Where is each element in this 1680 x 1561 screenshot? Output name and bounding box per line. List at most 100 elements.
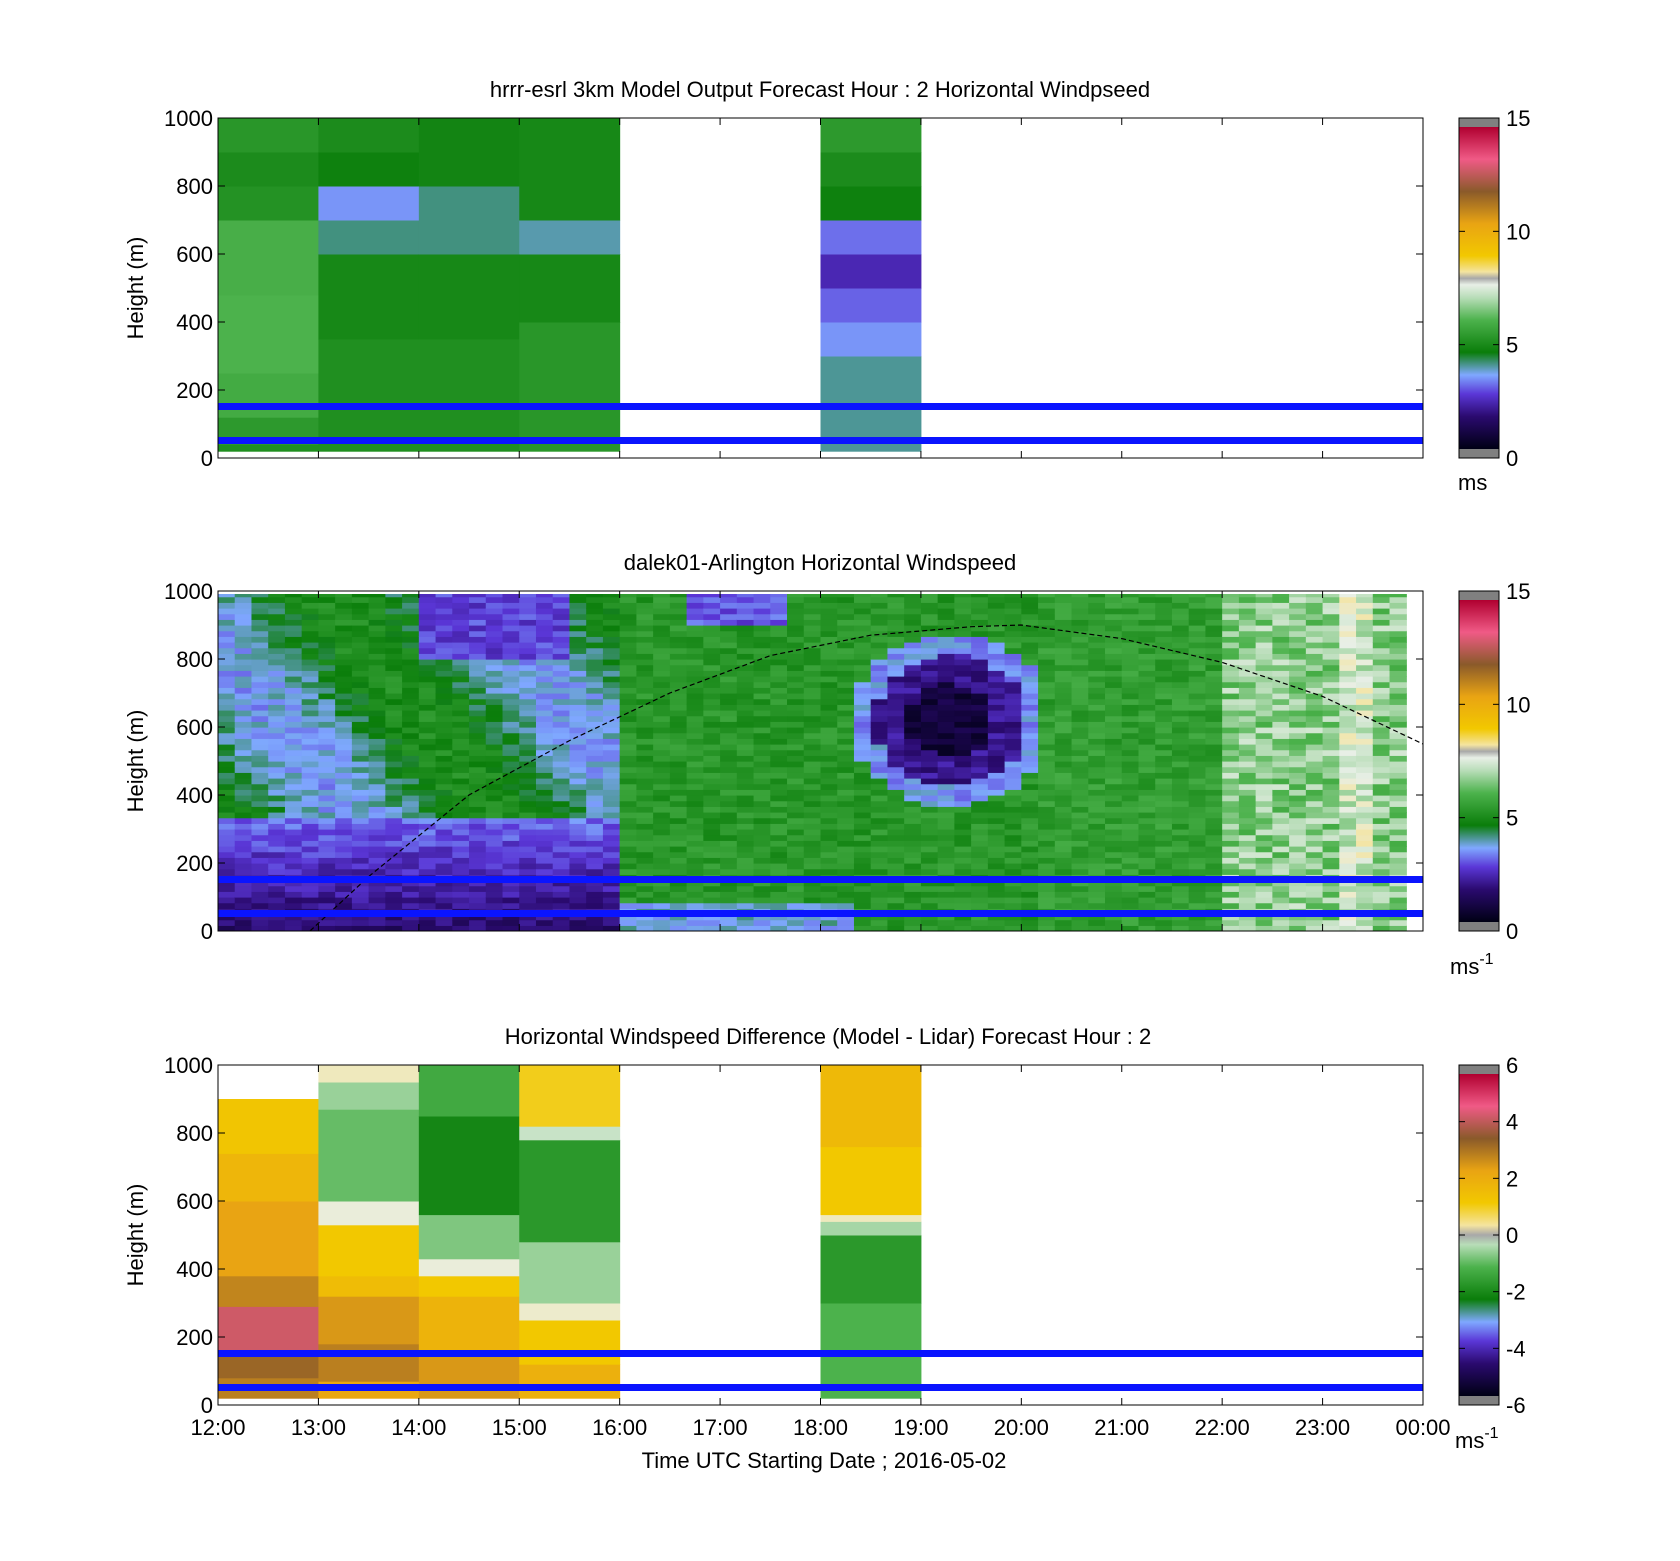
heatmap-cell <box>770 647 788 654</box>
heatmap-cell <box>619 659 638 666</box>
heatmap-cell <box>636 817 654 824</box>
heatmap-cell <box>218 687 236 694</box>
heatmap-cell <box>971 897 989 904</box>
heatmap-cell <box>770 732 788 739</box>
heatmap-cell <box>469 914 487 921</box>
heatmap-cell <box>1222 880 1240 887</box>
heatmap-cell <box>234 783 253 790</box>
heatmap-cell <box>870 744 889 751</box>
heatmap-cell <box>770 659 788 666</box>
heatmap-cell <box>1289 766 1307 773</box>
heatmap-cell <box>1389 885 1407 892</box>
heatmap-cell <box>469 755 487 762</box>
heatmap-cell <box>920 834 939 841</box>
heatmap-cell <box>535 925 554 931</box>
heatmap-cell <box>1305 806 1324 813</box>
heatmap-cell <box>820 840 838 847</box>
heatmap-cell <box>720 880 738 887</box>
heatmap-cell <box>1222 795 1240 802</box>
heatmap-cell <box>803 642 822 649</box>
heatmap-cell <box>753 772 771 779</box>
heatmap-cell <box>1021 749 1039 756</box>
heatmap-cell <box>502 642 520 649</box>
heatmap-cell <box>318 704 336 711</box>
heatmap-cell <box>1356 834 1374 841</box>
heatmap-cell <box>552 851 571 858</box>
heatmap-cell <box>653 812 671 819</box>
heatmap-cell <box>318 738 336 745</box>
heatmap-cell <box>519 608 537 615</box>
heatmap-cell <box>619 891 638 898</box>
heatmap-cell <box>1305 749 1324 756</box>
heatmap-cell <box>1071 897 1089 904</box>
heatmap-cell <box>385 744 403 751</box>
heatmap-cell <box>469 653 487 660</box>
heatmap-cell <box>1155 738 1173 745</box>
heatmap-cell <box>954 755 972 762</box>
heatmap-cell <box>820 834 838 841</box>
heatmap-cell <box>1054 829 1073 836</box>
heatmap-cell <box>234 829 253 836</box>
heatmap-cell <box>653 698 671 705</box>
heatmap-cell <box>1121 755 1140 762</box>
y-tick-label: 800 <box>176 1121 213 1146</box>
heatmap-cell <box>1205 812 1223 819</box>
heatmap-cell <box>1038 857 1056 864</box>
heatmap-cell <box>268 625 286 632</box>
colorbar-unit: ms <box>1458 470 1487 495</box>
heatmap-cell <box>954 778 972 785</box>
heatmap-cell <box>1205 676 1223 683</box>
heatmap-cell <box>569 630 587 637</box>
heatmap-cell <box>1121 761 1140 768</box>
heatmap-cell <box>368 766 386 773</box>
heatmap-cell <box>301 625 320 632</box>
heatmap-cell <box>937 897 955 904</box>
heatmap-cell <box>1238 721 1257 728</box>
heatmap-cell <box>753 619 771 626</box>
heatmap-cell <box>284 812 303 819</box>
heatmap-cell <box>720 840 738 847</box>
heatmap-cell <box>535 613 554 620</box>
heatmap-cell <box>1071 880 1089 887</box>
heatmap-cell <box>1255 698 1273 705</box>
heatmap-cell <box>251 659 269 666</box>
heatmap-cell <box>234 761 253 768</box>
heatmap-cell <box>736 738 755 745</box>
heatmap-cell <box>569 721 587 728</box>
heatmap-cell <box>937 738 955 745</box>
heatmap-cell <box>1121 664 1140 671</box>
heatmap-cell <box>1372 885 1391 892</box>
heatmap-cell <box>569 840 587 847</box>
heatmap-cell <box>452 602 470 609</box>
heatmap-cell <box>351 897 370 904</box>
heatmap-cell <box>502 664 520 671</box>
heatmap-cell <box>887 721 905 728</box>
heatmap-cell <box>971 817 989 824</box>
heatmap-cell <box>1356 823 1374 830</box>
heatmap-cell <box>1105 868 1123 875</box>
heatmap-cell <box>418 1258 520 1277</box>
heatmap-cell <box>753 840 771 847</box>
heatmap-cell <box>920 744 939 751</box>
heatmap-cell <box>402 789 420 796</box>
heatmap-cell <box>535 744 554 751</box>
heatmap-cell <box>1155 857 1173 864</box>
heatmap-cell <box>1021 761 1039 768</box>
heatmap-cell <box>1188 829 1207 836</box>
heatmap-cell <box>1038 744 1056 751</box>
heatmap-cell <box>1222 596 1240 603</box>
heatmap-cell <box>820 642 838 649</box>
heatmap-cell <box>301 812 320 819</box>
heatmap-cell <box>268 885 286 892</box>
heatmap-cell <box>636 636 654 643</box>
heatmap-cell <box>920 919 939 926</box>
heatmap-cell <box>1289 664 1307 671</box>
heatmap-cell <box>1021 914 1039 921</box>
heatmap-cell <box>318 594 336 598</box>
heatmap-cell <box>218 868 236 875</box>
heatmap-cell <box>653 642 671 649</box>
heatmap-cell <box>318 863 336 870</box>
heatmap-cell <box>720 653 738 660</box>
heatmap-cell <box>1222 681 1240 688</box>
heatmap-cell <box>335 880 353 887</box>
